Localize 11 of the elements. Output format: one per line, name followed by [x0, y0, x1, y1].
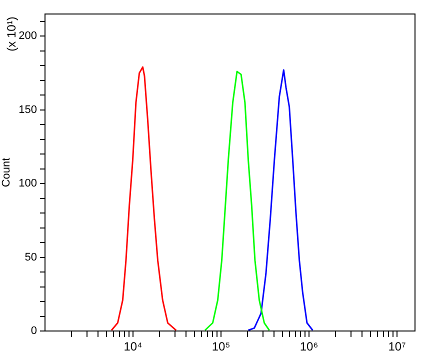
x-tick-label: 10⁵ [212, 340, 230, 354]
y-tick-label: 50 [24, 251, 37, 264]
y-axis-title: Count [0, 158, 13, 188]
y-tick-label: 150 [18, 104, 37, 116]
x-tick-label: 10⁴ [124, 340, 142, 354]
y-tick-label: 0 [30, 325, 37, 338]
x-tick-label: 10⁶ [300, 340, 318, 354]
text: (x 10¹) [4, 16, 18, 52]
y-tick-label: 200 [18, 30, 37, 42]
y-tick-label: 100 [18, 178, 37, 190]
x-tick-label: 10⁷ [388, 340, 406, 354]
